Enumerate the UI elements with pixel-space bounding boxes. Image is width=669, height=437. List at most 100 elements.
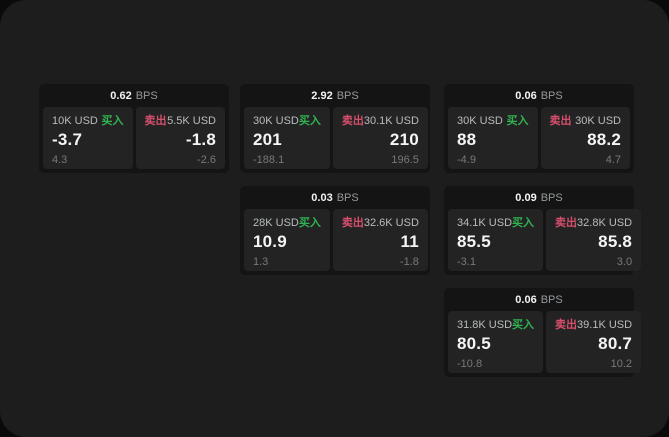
sell-tile-header: 卖出 32.6K USD — [342, 217, 419, 229]
buy-quote-tile[interactable]: 10K USD 买入 -3.7 4.3 — [43, 107, 133, 169]
sell-tile-header: 卖出 5.5K USD — [145, 115, 217, 127]
bps-value: 0.09 — [515, 191, 537, 204]
sell-notional-amount: 32.6K USD — [363, 217, 419, 229]
buy-side-label: 买入 — [512, 217, 535, 229]
quote-card-body: 30K USD 买入 201 -188.1 卖出 30.1K USD 210 1… — [240, 107, 430, 169]
quote-card-body: 34.1K USD 买入 85.5 -3.1 卖出 32.8K USD 85.8… — [444, 209, 642, 271]
sell-tile-header: 卖出 39.1K USD — [555, 319, 632, 331]
buy-change: -10.8 — [457, 358, 483, 370]
sell-quote-tile[interactable]: 卖出 39.1K USD 80.7 10.2 — [546, 311, 642, 373]
sell-tile-header: 卖出 32.8K USD — [555, 217, 632, 229]
buy-notional-amount: 30K USD — [457, 115, 503, 127]
buy-tile-header: 10K USD 买入 — [52, 115, 124, 127]
bps-value: 0.06 — [515, 89, 537, 102]
bps-unit-label: BPS — [135, 89, 158, 102]
sell-quote-tile[interactable]: 卖出 30K USD 88.2 4.7 — [540, 107, 630, 169]
quote-card: 2.92 BPS 30K USD 买入 201 -188.1 卖出 30.1K … — [240, 84, 430, 173]
buy-side-label: 买入 — [298, 115, 321, 127]
buy-change: 4.3 — [52, 154, 68, 166]
buy-change: -4.9 — [457, 154, 476, 166]
buy-side-label: 买入 — [101, 115, 124, 127]
buy-notional-amount: 31.8K USD — [457, 319, 513, 331]
buy-quote-tile[interactable]: 34.1K USD 买入 85.5 -3.1 — [448, 209, 544, 271]
bps-header: 0.03 BPS — [240, 186, 430, 209]
buy-tile-header: 28K USD 买入 — [253, 217, 321, 229]
sell-side-label: 卖出 — [341, 217, 364, 229]
quote-card: 0.06 BPS 31.8K USD 买入 80.5 -10.8 卖出 39.1… — [444, 288, 642, 377]
sell-notional-amount: 30.1K USD — [363, 115, 419, 127]
sell-price: 88.2 — [587, 130, 621, 149]
sell-side-label: 卖出 — [341, 115, 364, 127]
sell-change: 196.5 — [391, 154, 419, 166]
bps-unit-label: BPS — [336, 89, 359, 102]
buy-quote-tile[interactable]: 30K USD 买入 88 -4.9 — [448, 107, 538, 169]
sell-quote-tile[interactable]: 卖出 32.6K USD 11 -1.8 — [332, 209, 428, 271]
buy-price: 80.5 — [457, 334, 491, 353]
bps-unit-label: BPS — [540, 89, 563, 102]
buy-notional-amount: 28K USD — [253, 217, 299, 229]
buy-tile-header: 30K USD 买入 — [457, 115, 529, 127]
buy-notional-amount: 10K USD — [52, 115, 98, 127]
buy-tile-header: 30K USD 买入 — [253, 115, 321, 127]
sell-side-label: 卖出 — [549, 115, 572, 127]
bps-value: 2.92 — [311, 89, 333, 102]
buy-price: -3.7 — [52, 130, 83, 149]
buy-quote-tile[interactable]: 28K USD 买入 10.9 1.3 — [244, 209, 330, 271]
buy-change: -3.1 — [457, 256, 476, 268]
sell-side-label: 卖出 — [555, 319, 578, 331]
buy-price: 85.5 — [457, 232, 491, 251]
sell-tile-header: 卖出 30K USD — [550, 115, 622, 127]
buy-price: 201 — [253, 130, 282, 149]
sell-notional-amount: 32.8K USD — [577, 217, 633, 229]
sell-quote-tile[interactable]: 卖出 5.5K USD -1.8 -2.6 — [135, 107, 225, 169]
bps-header: 0.09 BPS — [444, 186, 634, 209]
sell-side-label: 卖出 — [144, 115, 167, 127]
quote-card-body: 31.8K USD 买入 80.5 -10.8 卖出 39.1K USD 80.… — [444, 311, 642, 373]
buy-side-label: 买入 — [512, 319, 535, 331]
bps-header: 0.06 BPS — [444, 84, 634, 107]
sell-notional-amount: 5.5K USD — [167, 115, 216, 127]
sell-change: 4.7 — [605, 154, 621, 166]
sell-price: 11 — [400, 232, 419, 251]
sell-notional-amount: 30K USD — [575, 115, 621, 127]
buy-quote-tile[interactable]: 30K USD 买入 201 -188.1 — [244, 107, 330, 169]
quote-card-body: 30K USD 买入 88 -4.9 卖出 30K USD 88.2 4.7 — [444, 107, 634, 169]
buy-notional-amount: 34.1K USD — [457, 217, 513, 229]
sell-change: -1.8 — [399, 256, 419, 268]
quote-card-body: 10K USD 买入 -3.7 4.3 卖出 5.5K USD -1.8 -2.… — [39, 107, 229, 169]
buy-quote-tile[interactable]: 31.8K USD 买入 80.5 -10.8 — [448, 311, 544, 373]
buy-tile-header: 31.8K USD 买入 — [457, 319, 534, 331]
sell-tile-header: 卖出 30.1K USD — [342, 115, 419, 127]
buy-side-label: 买入 — [506, 115, 529, 127]
bps-header: 0.06 BPS — [444, 288, 634, 311]
bps-unit-label: BPS — [540, 191, 563, 204]
buy-side-label: 买入 — [298, 217, 321, 229]
sell-quote-tile[interactable]: 卖出 32.8K USD 85.8 3.0 — [546, 209, 642, 271]
sell-quote-tile[interactable]: 卖出 30.1K USD 210 196.5 — [332, 107, 428, 169]
bps-value: 0.06 — [515, 293, 537, 306]
quote-card-body: 28K USD 买入 10.9 1.3 卖出 32.6K USD 11 -1.8 — [240, 209, 430, 271]
bps-value: 0.03 — [311, 191, 333, 204]
sell-side-label: 卖出 — [555, 217, 578, 229]
buy-change: 1.3 — [253, 256, 269, 268]
buy-price: 10.9 — [253, 232, 287, 251]
sell-price: 80.7 — [598, 334, 633, 353]
quote-card: 0.09 BPS 34.1K USD 买入 85.5 -3.1 卖出 32.8K… — [444, 186, 642, 275]
sell-price: -1.8 — [185, 130, 216, 149]
sell-price: 210 — [389, 130, 419, 149]
quote-card: 0.62 BPS 10K USD 买入 -3.7 4.3 卖出 5.5K USD… — [39, 84, 229, 173]
buy-price: 88 — [457, 130, 477, 149]
quote-card: 0.03 BPS 28K USD 买入 10.9 1.3 卖出 32.6K US… — [240, 186, 430, 275]
sell-notional-amount: 39.1K USD — [577, 319, 633, 331]
sell-price: 85.8 — [598, 232, 633, 251]
buy-tile-header: 34.1K USD 买入 — [457, 217, 534, 229]
bps-header: 0.62 BPS — [39, 84, 229, 107]
bps-header: 2.92 BPS — [240, 84, 430, 107]
sell-change: 10.2 — [610, 358, 633, 370]
sell-change: 3.0 — [616, 256, 633, 268]
bps-unit-label: BPS — [336, 191, 359, 204]
bps-value: 0.62 — [110, 89, 132, 102]
sell-change: -2.6 — [197, 154, 216, 166]
quote-card: 0.06 BPS 30K USD 买入 88 -4.9 卖出 30K USD 8… — [444, 84, 634, 173]
